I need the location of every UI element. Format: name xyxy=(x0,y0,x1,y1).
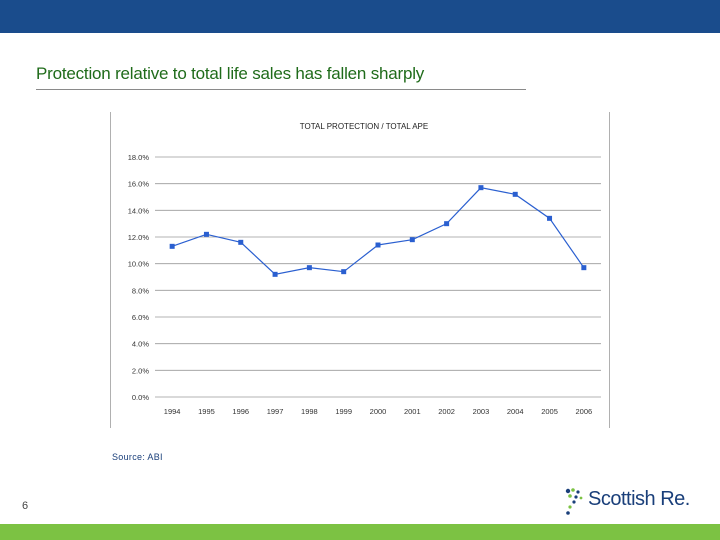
data-point xyxy=(547,215,553,221)
data-point xyxy=(238,239,244,245)
data-point xyxy=(581,265,587,271)
logo-dots-icon xyxy=(565,488,583,515)
source-note: Source: ABI xyxy=(112,452,163,462)
y-tick-label: 2.0% xyxy=(132,366,149,375)
x-tick-label: 2002 xyxy=(438,407,455,416)
y-tick-label: 16.0% xyxy=(128,180,150,189)
data-point xyxy=(203,231,209,237)
y-axis-tick-labels: 0.0% 2.0% 4.0% 6.0% 8.0% 10.0% 12.0% 14.0% 16.0%… xyxy=(128,153,150,402)
gridlines xyxy=(155,156,601,398)
y-tick-label: 6.0% xyxy=(132,313,149,322)
series-line xyxy=(171,187,585,275)
slide-title: Protection relative to total life sales … xyxy=(36,64,425,83)
chart-title: TOTAL PROTECTION / TOTAL APE xyxy=(300,122,428,131)
y-tick-label: 8.0% xyxy=(132,286,149,295)
data-point xyxy=(306,265,312,271)
y-tick-label: 4.0% xyxy=(132,340,149,349)
chart-panel: TOTAL PROTECTION / TOTAL APE 0.0% 2.0% 4.0… xyxy=(110,112,610,428)
x-tick-label: 2006 xyxy=(576,407,593,416)
data-point xyxy=(512,191,518,197)
data-point xyxy=(272,271,278,277)
x-tick-label: 1999 xyxy=(335,407,352,416)
bottom-banner xyxy=(0,524,720,540)
x-tick-label: 1997 xyxy=(267,407,284,416)
x-tick-label: 1996 xyxy=(232,407,249,416)
data-point xyxy=(409,237,415,243)
brand-logo: Scottish Re. xyxy=(564,486,694,518)
x-tick-label: 1998 xyxy=(301,407,318,416)
line-chart: TOTAL PROTECTION / TOTAL APE 0.0% 2.0% 4.0… xyxy=(128,122,601,416)
top-banner xyxy=(0,0,720,33)
title-underline xyxy=(36,89,526,90)
data-point xyxy=(169,243,175,249)
data-point xyxy=(341,269,347,275)
x-tick-label: 2005 xyxy=(541,407,558,416)
x-tick-label: 2003 xyxy=(473,407,490,416)
y-tick-label: 0.0% xyxy=(132,393,149,402)
y-tick-label: 14.0% xyxy=(128,206,150,215)
x-tick-label: 1995 xyxy=(198,407,215,416)
y-tick-label: 12.0% xyxy=(128,233,150,242)
data-point xyxy=(478,185,484,191)
x-axis-tick-labels: 1994 1995 1996 1997 1998 1999 2000 2001 2002 2003… xyxy=(164,407,592,416)
x-tick-label: 2001 xyxy=(404,407,421,416)
x-tick-label: 2004 xyxy=(507,407,524,416)
x-tick-label: 1994 xyxy=(164,407,181,416)
page-number: 6 xyxy=(22,500,29,512)
x-tick-label: 2000 xyxy=(370,407,387,416)
data-point xyxy=(444,221,450,227)
data-point xyxy=(375,242,381,248)
y-tick-label: 10.0% xyxy=(128,260,150,269)
brand-name: Scottish Re. xyxy=(588,488,690,510)
y-tick-label: 18.0% xyxy=(128,153,150,162)
series-layer xyxy=(169,185,587,277)
